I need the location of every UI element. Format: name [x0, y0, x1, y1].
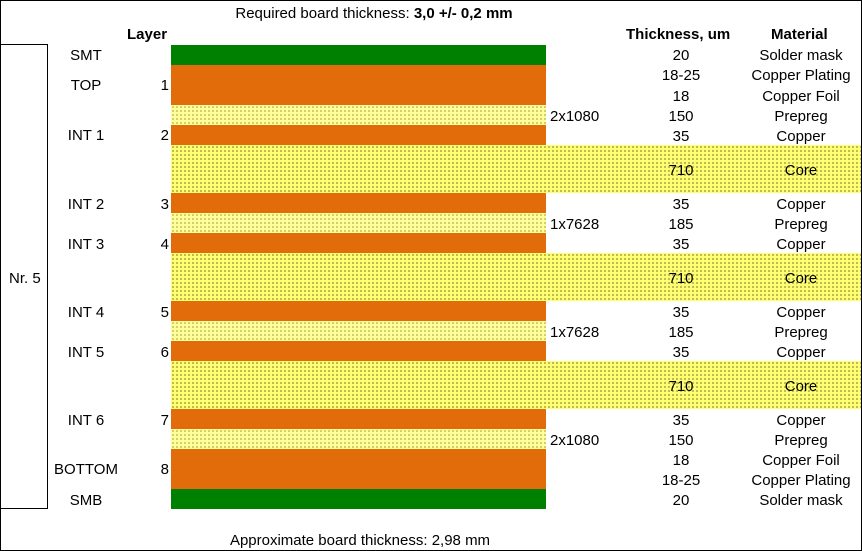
- layer-number-7: 7: [160, 412, 169, 429]
- material-value: Copper: [776, 412, 826, 429]
- layer-name-bottom: BOTTOM: [54, 461, 118, 478]
- stack-label: Nr. 5: [9, 270, 41, 287]
- layer-band-copper-int1: [171, 125, 546, 145]
- thickness-value: 35: [672, 412, 690, 429]
- thickness-value: 18-25: [661, 472, 701, 489]
- layer-number-5: 5: [160, 304, 169, 321]
- thickness-value: 35: [672, 304, 690, 321]
- layer-band-copper-top: [171, 65, 546, 105]
- material-value: Copper: [776, 196, 826, 213]
- material-value: Copper: [776, 344, 826, 361]
- layer-name-int6: INT 6: [67, 412, 105, 429]
- layer-band-prepreg-2: [171, 213, 546, 233]
- layer-name-int3: INT 3: [67, 236, 105, 253]
- layer-number-8: 8: [160, 461, 169, 478]
- material-value: Copper: [776, 236, 826, 253]
- thickness-value: 18: [672, 88, 690, 105]
- thickness-value: 20: [672, 492, 690, 509]
- required-thickness: Required board thickness: 3,0 +/- 0,2 mm: [1, 5, 747, 22]
- thickness-value: 710: [668, 378, 694, 395]
- layer-band-copper-int5: [171, 341, 546, 361]
- prepreg-spec-4: 2x1080: [550, 432, 600, 449]
- layer-band-prepreg-1: [171, 105, 546, 125]
- thickness-value: 35: [672, 196, 690, 213]
- thickness-value: 18: [672, 452, 690, 469]
- layer-name-smt: SMT: [70, 47, 102, 64]
- layer-header: Layer: [127, 26, 168, 43]
- prepreg-spec-3: 1x7628: [550, 324, 600, 341]
- layer-number-2: 2: [160, 127, 169, 144]
- layer-name-int2: INT 2: [67, 196, 105, 213]
- prepreg-spec-2: 1x7628: [550, 216, 600, 233]
- material-value: Solder mask: [759, 492, 843, 509]
- layer-band-solder-mask-bottom: [171, 489, 546, 509]
- material-value: Prepreg: [774, 216, 828, 233]
- layer-band-prepreg-4: [171, 429, 546, 449]
- material-value: Copper Plating: [751, 67, 851, 84]
- thickness-value: 35: [672, 236, 690, 253]
- layer-number-6: 6: [160, 344, 169, 361]
- thickness-value: 18-25: [661, 67, 701, 84]
- thickness-value: 35: [672, 128, 690, 145]
- layer-band-core-3: [171, 361, 861, 409]
- layer-band-core-1: [171, 145, 861, 193]
- material-value: Copper Plating: [751, 472, 851, 489]
- material-value: Prepreg: [774, 324, 828, 341]
- thickness-value: 710: [668, 162, 694, 179]
- layer-band-copper-int4: [171, 301, 546, 321]
- material-value: Copper Foil: [762, 88, 840, 105]
- thickness-value: 150: [668, 432, 694, 449]
- layer-band-copper-int3: [171, 233, 546, 253]
- thickness-value: 35: [672, 344, 690, 361]
- thickness-value: 185: [668, 324, 694, 341]
- thickness-header: Thickness, um: [626, 26, 731, 43]
- layer-number-3: 3: [160, 196, 169, 213]
- material-value: Prepreg: [774, 432, 828, 449]
- thickness-value: 710: [668, 270, 694, 287]
- prepreg-spec-1: 2x1080: [550, 108, 600, 125]
- layer-band-core-2: [171, 253, 861, 301]
- material-value: Copper: [776, 304, 826, 321]
- material-value: Copper: [776, 128, 826, 145]
- material-value: Core: [784, 162, 818, 179]
- layer-name-top: TOP: [70, 77, 102, 94]
- material-value: Core: [784, 270, 818, 287]
- layer-name-smb: SMB: [69, 492, 103, 509]
- layer-band-solder-mask-top: [171, 45, 546, 65]
- thickness-value: 185: [668, 216, 694, 233]
- stack-bracket: [1, 44, 48, 509]
- layer-band-prepreg-3: [171, 321, 546, 341]
- material-value: Copper Foil: [762, 452, 840, 469]
- material-value: Prepreg: [774, 108, 828, 125]
- material-header: Material: [771, 26, 828, 43]
- layer-number-4: 4: [160, 236, 169, 253]
- required-thickness-value: 3,0 +/- 0,2 mm: [413, 5, 513, 22]
- layer-name-int1: INT 1: [67, 127, 105, 144]
- material-value: Solder mask: [759, 47, 843, 64]
- thickness-value: 20: [672, 47, 690, 64]
- material-value: Core: [784, 378, 818, 395]
- layer-name-int5: INT 5: [67, 344, 105, 361]
- layer-number-1: 1: [160, 77, 169, 94]
- layer-band-copper-int2: [171, 193, 546, 213]
- required-thickness-label: Required board thickness:: [235, 5, 414, 22]
- layer-name-int4: INT 4: [67, 304, 105, 321]
- layer-band-copper-bottom: [171, 449, 546, 489]
- layer-band-copper-int6: [171, 409, 546, 429]
- approximate-thickness: Approximate board thickness: 2,98 mm: [229, 532, 491, 549]
- thickness-value: 150: [668, 108, 694, 125]
